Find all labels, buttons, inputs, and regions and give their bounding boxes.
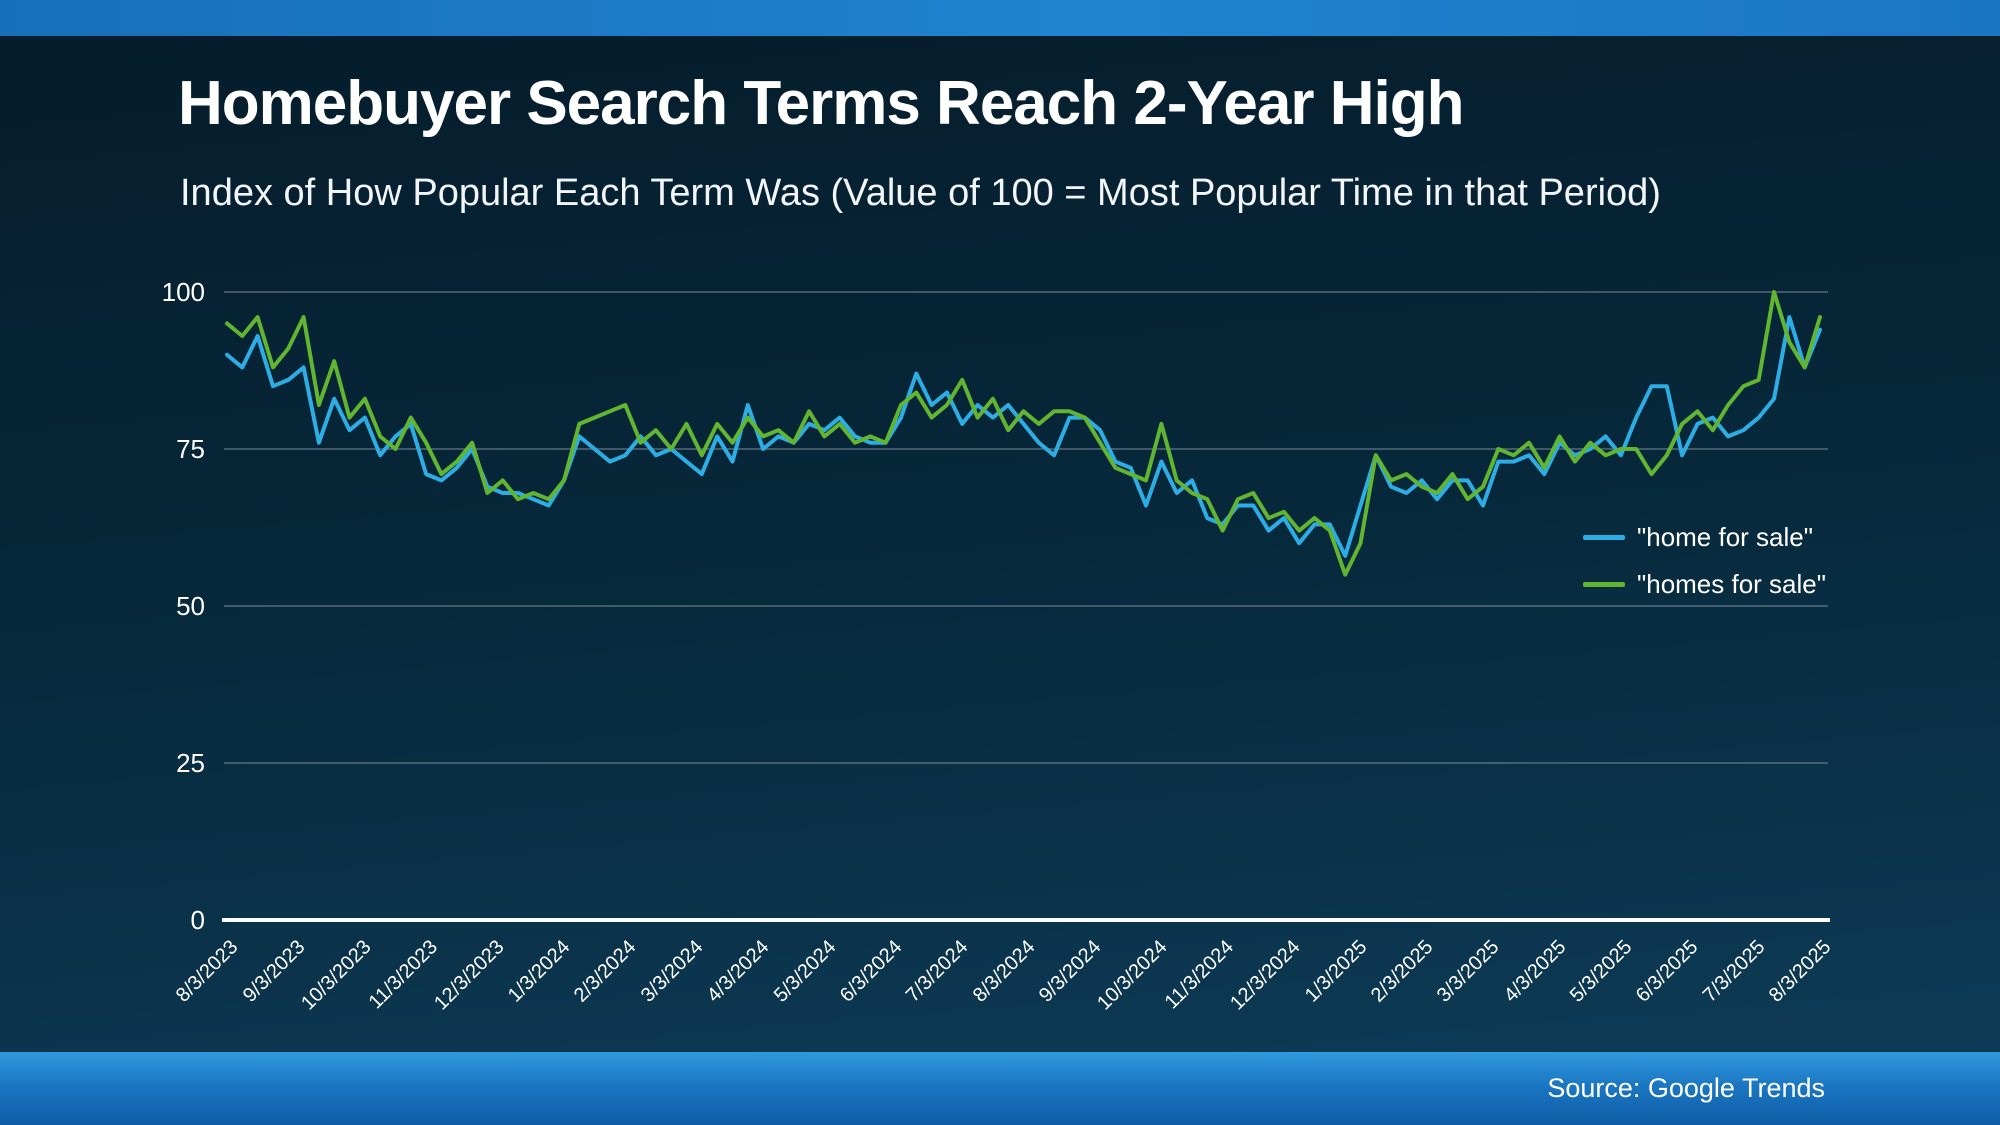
page-subtitle: Index of How Popular Each Term Was (Valu… [180,172,1661,214]
legend-swatch-green-line [1583,582,1625,587]
source-credit: Source: Google Trends [1547,1073,1825,1103]
chart-legend: "home for sale" "homes for sale" [1583,522,1826,600]
legend-label-homes-for-sale: "homes for sale" [1637,569,1826,599]
legend-swatch-blue-line [1583,535,1625,540]
series-line-home-for-sale [225,315,1822,558]
footer-bar: Source: Google Trends [0,1052,2000,1125]
legend-item-homes-for-sale: "homes for sale" [1583,569,1826,600]
page-title: Homebuyer Search Terms Reach 2-Year High [178,69,1464,138]
top-accent-bar [0,0,2000,36]
legend-label-home-for-sale: "home for sale" [1637,522,1813,552]
legend-item-home-for-sale: "home for sale" [1583,522,1826,553]
series-line-homes-for-sale [225,290,1822,577]
